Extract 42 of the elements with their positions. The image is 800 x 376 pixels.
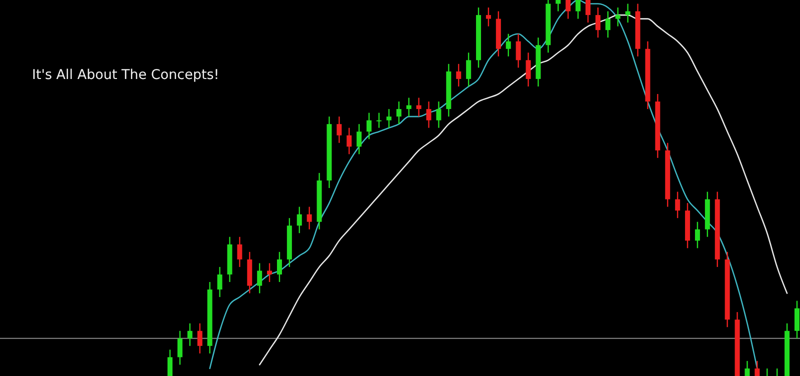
candlestick <box>177 330 182 366</box>
candlestick <box>754 360 760 376</box>
candlestick <box>426 100 432 128</box>
candlestick <box>276 251 282 283</box>
annotation: It's All About The Concepts! <box>32 67 220 83</box>
candlestick <box>566 0 571 20</box>
candlestick <box>556 0 561 12</box>
candlestick <box>694 221 700 249</box>
candlestick <box>296 206 302 234</box>
candlestick <box>306 206 312 230</box>
candlestick <box>346 127 352 155</box>
candlestick <box>267 262 272 283</box>
candlestick <box>516 33 521 68</box>
candlestick <box>187 322 192 347</box>
candlestick <box>197 322 202 354</box>
candlestick <box>586 0 590 24</box>
candlestick <box>486 6 491 27</box>
candlestick <box>605 10 610 38</box>
candlestick <box>794 300 800 339</box>
candlestick <box>406 97 412 118</box>
candlestick <box>356 123 362 155</box>
candlestick <box>366 112 372 140</box>
candlestick <box>744 360 750 376</box>
candlestick <box>506 33 511 57</box>
candlestick <box>396 100 402 125</box>
candlestick <box>456 63 462 88</box>
candlestick <box>386 108 392 128</box>
candlestick <box>466 52 472 88</box>
candlestick <box>217 266 222 298</box>
candlestick <box>257 262 262 294</box>
candlestick <box>675 191 680 219</box>
candlestick <box>336 116 342 144</box>
candlestick <box>436 100 442 128</box>
candlestick <box>625 3 630 24</box>
candlestick <box>416 97 422 118</box>
candlestick <box>615 6 620 27</box>
candlestick <box>576 0 581 20</box>
candlestick <box>237 236 242 268</box>
candlestick <box>595 6 600 38</box>
candlestick <box>168 349 172 376</box>
candlestick <box>376 112 382 128</box>
candlestick <box>526 52 531 88</box>
